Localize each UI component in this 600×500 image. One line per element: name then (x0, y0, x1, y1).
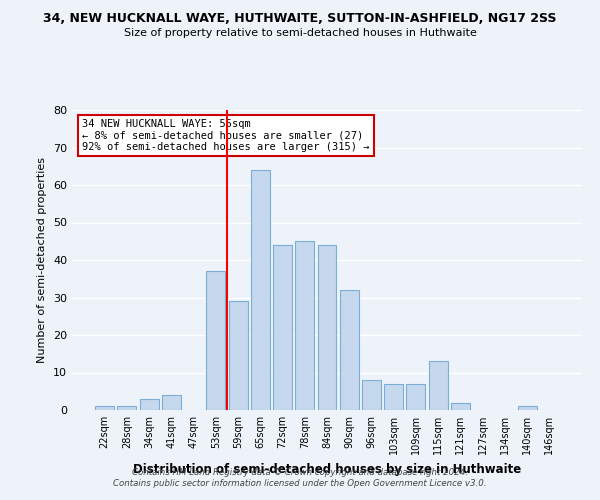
Bar (229, 301, 248, 410)
Bar (429, 361, 448, 410)
Bar (362, 380, 381, 410)
Bar (340, 290, 359, 410)
Bar (140, 399, 158, 410)
Bar (518, 406, 536, 410)
Bar (251, 170, 270, 410)
Text: Contains HM Land Registry data © Crown copyright and database right 2024.
Contai: Contains HM Land Registry data © Crown c… (113, 468, 487, 487)
Y-axis label: Number of semi-detached properties: Number of semi-detached properties (37, 157, 47, 363)
Bar (295, 242, 314, 410)
Text: 34, NEW HUCKNALL WAYE, HUTHWAITE, SUTTON-IN-ASHFIELD, NG17 2SS: 34, NEW HUCKNALL WAYE, HUTHWAITE, SUTTON… (43, 12, 557, 26)
Bar (317, 245, 337, 410)
Bar (451, 402, 470, 410)
Bar (384, 384, 403, 410)
Bar (162, 395, 181, 410)
Bar (206, 271, 225, 410)
Bar (95, 406, 114, 410)
X-axis label: Distribution of semi-detached houses by size in Huthwaite: Distribution of semi-detached houses by … (133, 462, 521, 475)
Bar (273, 245, 292, 410)
Text: Size of property relative to semi-detached houses in Huthwaite: Size of property relative to semi-detach… (124, 28, 476, 38)
Bar (406, 384, 425, 410)
Bar (118, 406, 136, 410)
Text: 34 NEW HUCKNALL WAYE: 55sqm
← 8% of semi-detached houses are smaller (27)
92% of: 34 NEW HUCKNALL WAYE: 55sqm ← 8% of semi… (82, 119, 370, 152)
